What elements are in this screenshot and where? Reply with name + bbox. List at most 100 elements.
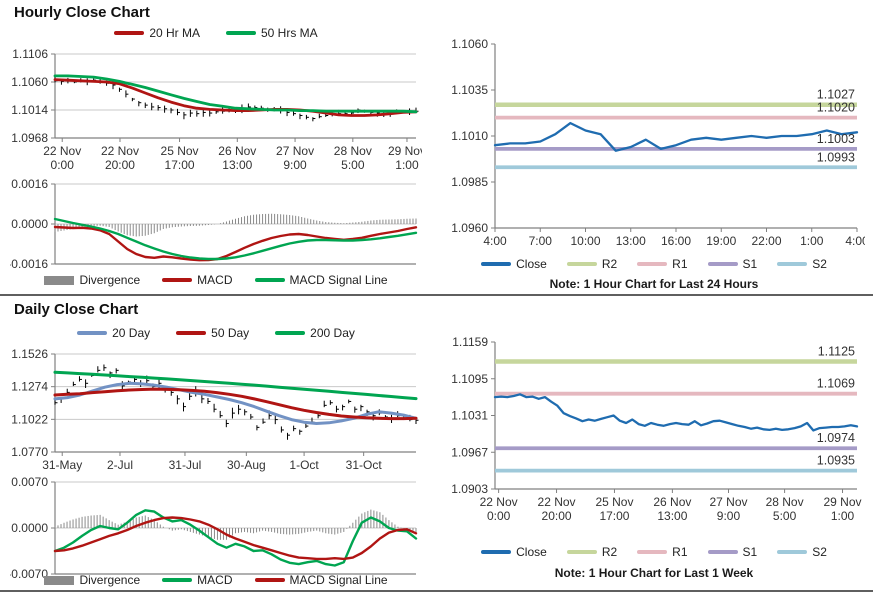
legend-swatch	[777, 550, 808, 554]
legend-label: 50 Day	[211, 326, 250, 340]
legend-item: 20 Hr MA	[114, 26, 200, 40]
svg-text:31-Oct: 31-Oct	[346, 458, 383, 472]
svg-text:1.0770: 1.0770	[11, 445, 48, 459]
legend-item: S1	[707, 257, 758, 271]
legend-label: R1	[672, 545, 688, 559]
svg-text:1.0903: 1.0903	[451, 482, 488, 496]
legend-label: 50 Hrs MA	[261, 26, 318, 40]
svg-text:0.0000: 0.0000	[11, 521, 48, 535]
hourly-pivot-note: Note: 1 Hour Chart for Last 24 Hours	[549, 277, 759, 291]
daily-close-legend: 20 Day 50 Day 200 Day	[10, 326, 422, 340]
svg-text:26 Nov: 26 Nov	[653, 495, 691, 509]
legend-item: MACD	[162, 273, 233, 287]
legend-swatch	[707, 550, 738, 554]
legend-swatch	[566, 262, 597, 266]
legend-label: Divergence	[79, 273, 141, 287]
svg-text:1.1069: 1.1069	[817, 377, 855, 391]
svg-text:1.0968: 1.0968	[11, 131, 48, 145]
svg-text:17:00: 17:00	[599, 509, 629, 523]
legend-item: R1	[637, 257, 688, 271]
svg-text:0.0000: 0.0000	[11, 217, 48, 231]
daily-macd-legend: Divergence MACD MACD Signal Line	[10, 573, 422, 587]
legend-swatch	[226, 31, 256, 35]
svg-text:20:00: 20:00	[105, 158, 135, 172]
legend-swatch	[114, 31, 145, 35]
svg-text:1.1060: 1.1060	[451, 37, 488, 51]
legend-label: MACD Signal Line	[289, 273, 388, 287]
legend-label: Close	[516, 257, 547, 271]
svg-text:1:00: 1:00	[800, 234, 824, 248]
svg-text:9:00: 9:00	[717, 509, 741, 523]
svg-text:-0.0070: -0.0070	[10, 567, 48, 579]
legend-item: Divergence	[44, 273, 140, 287]
svg-text:1.1022: 1.1022	[11, 412, 48, 426]
legend-label: S2	[812, 257, 827, 271]
svg-text:26 Nov: 26 Nov	[218, 144, 256, 158]
legend-swatch	[44, 575, 75, 585]
svg-text:1.1125: 1.1125	[818, 345, 855, 359]
svg-text:2-Jul: 2-Jul	[107, 458, 133, 472]
legend-item: S1	[707, 545, 758, 559]
svg-text:29 Nov: 29 Nov	[388, 144, 422, 158]
legend-item: MACD Signal Line	[254, 273, 388, 287]
svg-text:22 Nov: 22 Nov	[480, 495, 518, 509]
legend-swatch	[162, 278, 193, 282]
svg-text:1.1106: 1.1106	[12, 47, 48, 61]
legend-item: 50 Hrs MA	[226, 26, 318, 40]
svg-text:1.1274: 1.1274	[11, 380, 48, 394]
legend-swatch	[176, 331, 207, 335]
svg-text:0:00: 0:00	[51, 158, 75, 172]
svg-text:5:00: 5:00	[341, 158, 365, 172]
svg-text:10:00: 10:00	[570, 234, 600, 248]
legend-label: R2	[601, 545, 618, 559]
svg-text:1:00: 1:00	[831, 509, 855, 523]
svg-text:13:00: 13:00	[616, 234, 646, 248]
daily-pivot-legend: Close R2 R1 S1 S2	[443, 545, 865, 559]
legend-label: S1	[742, 257, 758, 271]
legend-label: R2	[601, 257, 618, 271]
legend-item: S2	[777, 257, 827, 271]
daily-close-chart: 1.0770 1.1022 1.1274 1.1526 31-May 2-Jul 31-Ju…	[11, 347, 419, 472]
svg-text:1.1526: 1.1526	[11, 347, 48, 361]
svg-text:27 Nov: 27 Nov	[709, 495, 747, 509]
svg-text:1-Oct: 1-Oct	[289, 458, 319, 472]
svg-text:30-Aug: 30-Aug	[227, 458, 266, 472]
svg-text:13:00: 13:00	[222, 158, 252, 172]
svg-text:5:00: 5:00	[773, 509, 797, 523]
svg-text:1.1035: 1.1035	[451, 83, 488, 97]
svg-text:1.0935: 1.0935	[817, 454, 855, 468]
svg-text:20:00: 20:00	[542, 509, 572, 523]
legend-swatch	[777, 262, 808, 266]
svg-text:1.1003: 1.1003	[817, 132, 855, 146]
legend-label: MACD Signal Line	[289, 573, 388, 587]
legend-item: Divergence	[44, 573, 140, 587]
svg-text:1.1095: 1.1095	[451, 372, 488, 386]
legend-label: 20 Day	[112, 326, 151, 340]
legend-item: 50 Day	[176, 326, 249, 340]
svg-text:28 Nov: 28 Nov	[334, 144, 372, 158]
legend-item: MACD	[162, 573, 233, 587]
svg-text:1.1159: 1.1159	[452, 335, 488, 349]
legend-item: R1	[637, 545, 688, 559]
svg-text:4:00: 4:00	[483, 234, 507, 248]
legend-swatch	[162, 578, 193, 582]
svg-text:1.0993: 1.0993	[817, 150, 855, 164]
hourly-close-legend: 20 Hr MA 50 Hrs MA	[10, 26, 422, 40]
svg-text:1.1031: 1.1031	[451, 409, 488, 423]
legend-item: Close	[481, 257, 547, 271]
daily-pivot-note: Note: 1 Hour Chart for Last 1 Week	[554, 566, 754, 580]
legend-label: Close	[516, 545, 547, 559]
svg-text:1.0967: 1.0967	[451, 445, 488, 459]
svg-text:17:00: 17:00	[165, 158, 195, 172]
legend-label: MACD	[197, 273, 233, 287]
svg-text:0:00: 0:00	[487, 509, 511, 523]
legend-swatch	[481, 550, 512, 554]
svg-text:1.0960: 1.0960	[451, 221, 488, 235]
legend-label: S1	[742, 545, 758, 559]
svg-text:19:00: 19:00	[706, 234, 736, 248]
svg-text:1.1010: 1.1010	[451, 129, 488, 143]
bottom-divider	[0, 590, 873, 592]
section-divider	[0, 294, 873, 296]
